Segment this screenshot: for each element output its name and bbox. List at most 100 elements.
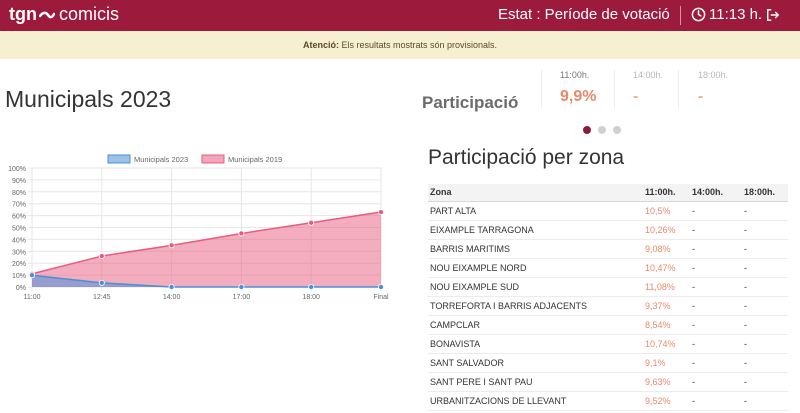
zone-value: -	[690, 391, 742, 411]
x-tick-label: 12:45	[93, 294, 111, 301]
participacio-time: 18:00h.	[698, 70, 729, 80]
zone-name: SANT PERE I SANT PAU	[428, 372, 643, 392]
zone-value: 9,63%	[643, 372, 690, 392]
series-2023-point	[238, 283, 245, 290]
y-tick-label: 50%	[12, 226, 26, 233]
zone-value: -	[742, 220, 788, 240]
y-tick-label: 100%	[8, 166, 26, 173]
y-tick-label: 0%	[16, 285, 26, 292]
table-row: SANT SALVADOR 9,1% - -	[428, 353, 788, 373]
zone-value: -	[742, 353, 788, 373]
zone-value: -	[690, 372, 742, 392]
zone-table-header-cell: 18:00h.	[742, 184, 788, 202]
zone-value: -	[690, 258, 742, 278]
zone-value: -	[742, 315, 788, 335]
zone-name: BARRIS MARITIMS	[428, 239, 643, 259]
participacio-value: -	[698, 88, 704, 105]
logo-sub: comicis	[58, 4, 119, 24]
zone-value: 9,37%	[643, 296, 690, 316]
zone-value: 9,52%	[643, 391, 690, 411]
series-2019-point	[168, 242, 175, 249]
participacio-time: 11:00h.	[560, 70, 590, 80]
zone-value: -	[690, 315, 742, 335]
series-2023-line	[31, 274, 381, 288]
zone-name: BONAVISTA	[428, 334, 643, 354]
y-tick-label: 10%	[12, 273, 26, 280]
table-row: EIXAMPLE TARRAGONA 10,26% - -	[428, 220, 788, 240]
clock-time: 11:13 h.	[709, 6, 763, 23]
table-row: BONAVISTA 10,74% - -	[428, 334, 788, 354]
participacio-col-1: 11:00h. 9,9%	[560, 70, 624, 106]
participacio-col-2: 14:00h. -	[633, 70, 697, 106]
series-2023-point	[308, 283, 315, 290]
logo-wave-icon	[38, 11, 56, 19]
zone-value: 8,54%	[643, 315, 690, 335]
logout-button[interactable]	[766, 8, 780, 27]
zone-table-header-cell: 14:00h.	[690, 184, 742, 202]
legend-swatch	[201, 154, 225, 164]
zone-name: NOU EIXAMPLE SUD	[428, 277, 643, 297]
table-row: SANT PERE I SANT PAU 9,63% - -	[428, 372, 788, 392]
table-row: NOU EIXAMPLE SUD 11,08% - -	[428, 277, 788, 297]
carousel-dot[interactable]	[598, 126, 606, 134]
series-2023-point	[377, 283, 384, 290]
zone-value: -	[742, 334, 788, 354]
zone-value: 10,5%	[643, 201, 690, 221]
y-tick-label: 60%	[12, 214, 26, 221]
page-title: Municipals 2023	[5, 86, 172, 112]
zone-value: -	[742, 201, 788, 221]
carousel-dot[interactable]	[583, 126, 591, 134]
series-2023-point	[28, 272, 35, 279]
zone-name: EIXAMPLE TARRAGONA	[428, 220, 643, 240]
zone-value: -	[690, 239, 742, 259]
zone-value: -	[742, 296, 788, 316]
zone-name: CAMPCLAR	[428, 315, 643, 335]
x-tick-label: 17:00	[233, 294, 251, 301]
series-2019-point	[238, 230, 245, 237]
zone-value: -	[742, 372, 788, 392]
logo-main: tgn	[9, 4, 37, 24]
zone-table-header: Zona 11:00h. 14:00h. 18:00h.	[428, 184, 788, 202]
carousel-dot[interactable]	[613, 126, 621, 134]
legend-label: Municipals 2019	[228, 155, 282, 164]
zone-value: 10,47%	[643, 258, 690, 278]
participacio-value: 9,9%	[560, 88, 597, 105]
zone-value: 9,08%	[643, 239, 690, 259]
zone-name: TORREFORTA I BARRIS ADJACENTS	[428, 296, 643, 316]
participacio-divider	[541, 70, 542, 108]
clock-icon	[691, 7, 706, 22]
zone-table-header-cell: 11:00h.	[643, 184, 690, 202]
table-row: NOU EIXAMPLE NORD 10,47% - -	[428, 258, 788, 278]
notice-banner: Atenció: Els resultats mostrats són prov…	[0, 31, 800, 59]
zone-name: SANT SALVADOR	[428, 353, 643, 373]
y-tick-label: 20%	[12, 261, 26, 268]
zone-name: NOU EIXAMPLE NORD	[428, 258, 643, 278]
zone-name: PART ALTA	[428, 201, 643, 221]
legend-label: Municipals 2023	[134, 155, 188, 164]
zone-value: -	[690, 277, 742, 297]
x-tick-label: 11:00	[24, 294, 41, 301]
y-tick-label: 40%	[12, 237, 26, 244]
top-bar: tgn comicis Estat : Període de votació 11…	[0, 0, 800, 31]
zone-value: -	[690, 353, 742, 373]
zone-value: -	[690, 296, 742, 316]
zone-value: -	[690, 220, 742, 240]
zone-name: URBANITZACIONS DE LLEVANT	[428, 391, 643, 411]
notice-text: Els resultats mostrats són provisionals.	[338, 40, 498, 50]
table-row: PART ALTA 10,5% - -	[428, 201, 788, 221]
zone-value: 11,08%	[643, 277, 690, 297]
y-tick-label: 90%	[12, 178, 26, 185]
header-divider	[680, 6, 681, 25]
table-row: CAMPCLAR 8,54% - -	[428, 315, 788, 335]
app-logo[interactable]: tgn comicis	[9, 4, 119, 25]
series-2019-area	[32, 212, 381, 287]
zone-value: -	[742, 239, 788, 259]
zone-table: Zona 11:00h. 14:00h. 18:00h. PART ALTA 10,5% -…	[428, 184, 788, 411]
zone-value: 10,74%	[643, 334, 690, 354]
notice-bold: Atenció:	[302, 40, 339, 50]
clock: 11:13 h.	[691, 6, 762, 23]
zone-value: -	[690, 334, 742, 354]
series-2019-point	[377, 209, 384, 216]
participacio-divider	[614, 70, 615, 108]
zone-section-title: Participació per zona	[428, 146, 625, 169]
